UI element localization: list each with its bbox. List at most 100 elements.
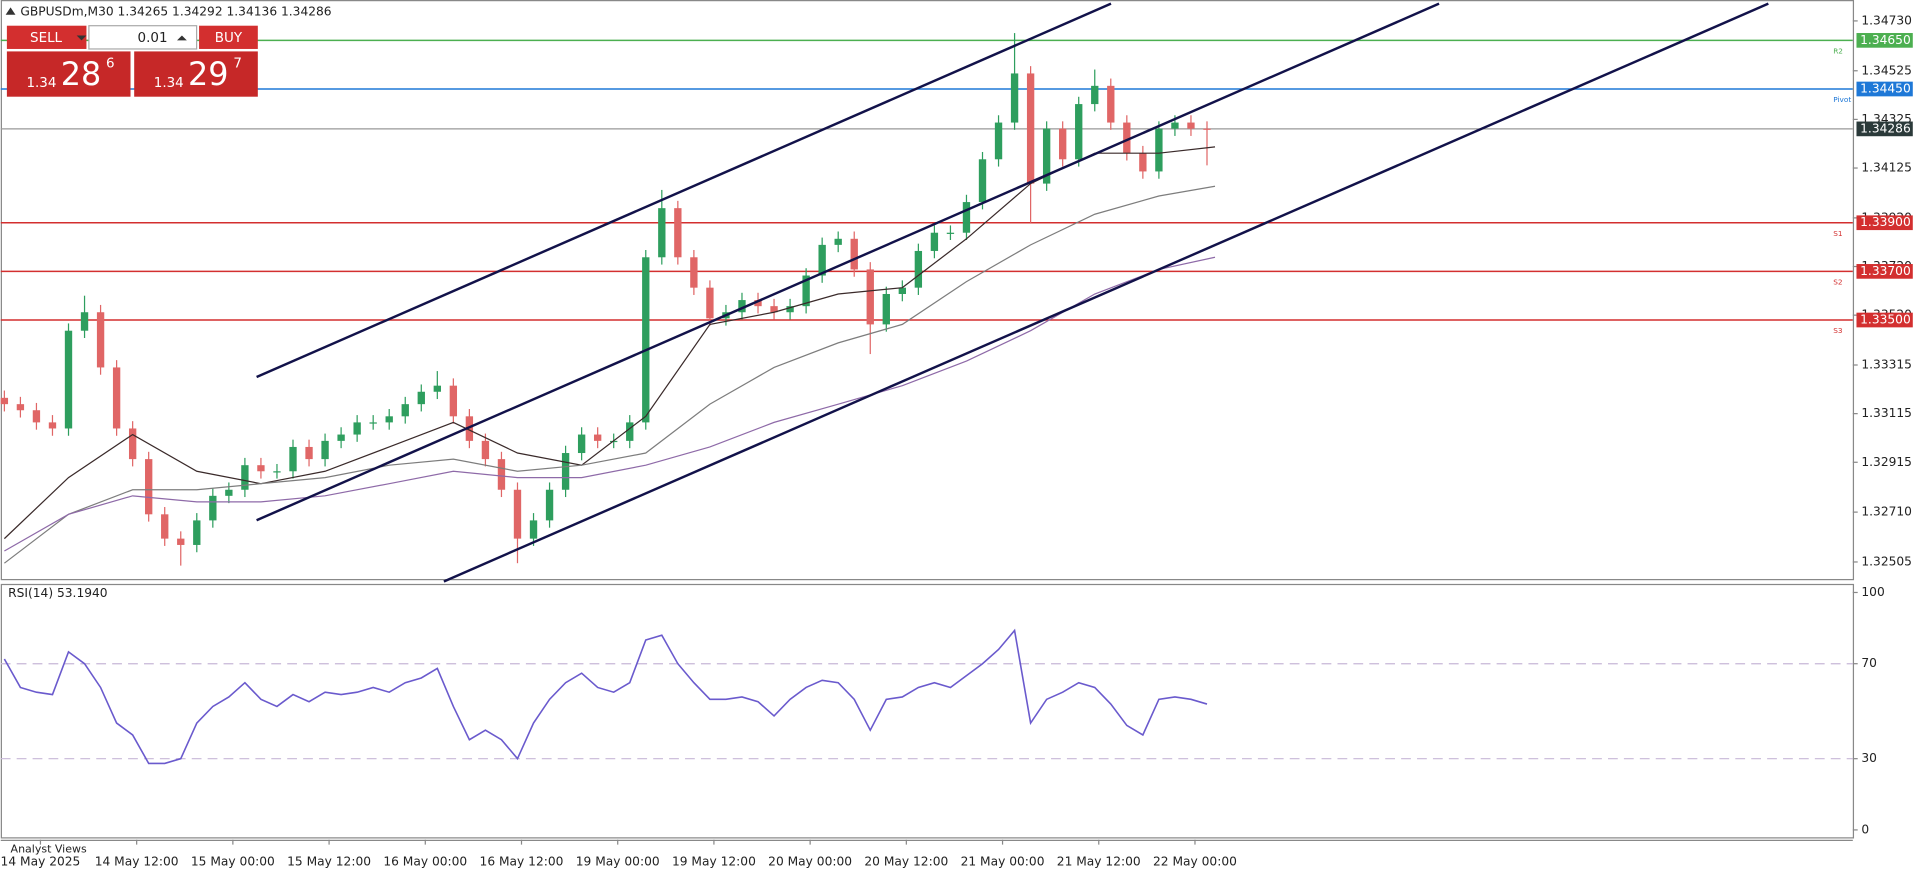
volume: 0.01 bbox=[138, 31, 168, 46]
level-label: 1.33700 bbox=[1860, 264, 1911, 278]
candle-body bbox=[577, 434, 586, 454]
candle-body bbox=[145, 459, 153, 515]
x-tick-label: 19 May 12:00 bbox=[672, 854, 756, 868]
candle-body bbox=[1059, 128, 1067, 160]
candle-body bbox=[497, 459, 506, 490]
level-name: R2 bbox=[1833, 46, 1843, 55]
candle-body bbox=[1139, 153, 1147, 172]
candle-body bbox=[1091, 85, 1099, 105]
candle-body bbox=[513, 489, 522, 539]
ask-prefix: 1.34 bbox=[154, 76, 184, 91]
rsi-tick-label: 70 bbox=[1861, 656, 1877, 670]
level-box bbox=[1856, 215, 1913, 231]
y-tick-label: 1.34525 bbox=[1861, 63, 1912, 77]
sell-label: SELL bbox=[30, 31, 63, 46]
candle-body bbox=[1010, 73, 1019, 123]
candle-body bbox=[818, 244, 826, 276]
candle-body bbox=[32, 410, 41, 423]
sell-button[interactable] bbox=[6, 25, 87, 49]
candle-body bbox=[177, 538, 185, 545]
trade-panel: SELL 0.01 BUY 1.34 28 6 1.34 29 7 bbox=[6, 25, 258, 97]
candle-body bbox=[561, 453, 570, 490]
volume-down[interactable] bbox=[76, 35, 87, 41]
moving-average bbox=[4, 256, 1216, 552]
candle-body bbox=[1171, 122, 1179, 129]
level-box bbox=[1856, 81, 1913, 97]
channel-line bbox=[443, 2, 1769, 583]
channel-line bbox=[256, 2, 1440, 522]
candle-body bbox=[48, 422, 57, 429]
buy-label: BUY bbox=[215, 31, 243, 46]
x-tick-label: 20 May 12:00 bbox=[864, 854, 948, 868]
footer-tab[interactable]: Analyst Views bbox=[11, 843, 87, 856]
last-price-label: 1.34286 bbox=[1860, 121, 1911, 135]
x-tick-label: 22 May 00:00 bbox=[1153, 854, 1237, 868]
level-box bbox=[1856, 312, 1913, 328]
candle-body bbox=[209, 495, 217, 521]
x-tick-label: 21 May 12:00 bbox=[1057, 854, 1141, 868]
candle-body bbox=[898, 287, 907, 294]
candle-body bbox=[994, 122, 1003, 160]
candle-body bbox=[754, 300, 762, 307]
candle-body bbox=[786, 306, 794, 313]
x-tick-label: 15 May 12:00 bbox=[287, 854, 371, 868]
rsi-tick-label: 0 bbox=[1861, 822, 1869, 836]
x-tick-label: 21 May 00:00 bbox=[961, 854, 1045, 868]
candle-body bbox=[273, 471, 281, 473]
candle-body bbox=[385, 416, 393, 423]
header: GBPUSDm,M30 1.34265 1.34292 1.34136 1.34… bbox=[20, 5, 331, 19]
candle-body bbox=[96, 312, 105, 368]
y-tick-label: 1.32710 bbox=[1861, 505, 1912, 519]
candle-body bbox=[706, 287, 714, 319]
candle-body bbox=[738, 300, 746, 313]
bid-box[interactable] bbox=[6, 51, 131, 97]
candle-body bbox=[1187, 122, 1195, 129]
candle-body bbox=[946, 232, 955, 234]
candle-body bbox=[978, 159, 987, 203]
x-tick-label: 16 May 00:00 bbox=[383, 854, 467, 868]
candle-body bbox=[962, 202, 971, 233]
y-tick-label: 1.33115 bbox=[1861, 406, 1912, 420]
candle-body bbox=[417, 391, 425, 405]
candle-body bbox=[770, 306, 778, 313]
candle-body bbox=[369, 422, 377, 424]
buy-button[interactable] bbox=[199, 25, 258, 49]
ask-box[interactable] bbox=[134, 51, 258, 97]
candle-body bbox=[545, 489, 554, 521]
candle-body bbox=[321, 440, 329, 460]
candle-body bbox=[593, 434, 602, 441]
volume-box[interactable] bbox=[88, 25, 198, 50]
ask-sup: 7 bbox=[233, 57, 242, 72]
rsi-title: RSI(14) 53.1940 bbox=[8, 586, 107, 600]
last-price-box bbox=[1856, 121, 1913, 137]
ask-main: 29 bbox=[188, 55, 228, 93]
candle-body bbox=[1107, 85, 1115, 123]
candle-body bbox=[449, 385, 458, 417]
candle-body bbox=[353, 422, 361, 435]
level-label: 1.33500 bbox=[1860, 313, 1911, 327]
candle-body bbox=[225, 489, 233, 496]
candle-body bbox=[626, 422, 634, 441]
candle-body bbox=[161, 514, 169, 539]
candle-body bbox=[241, 465, 249, 490]
candle-body bbox=[433, 385, 441, 392]
rsi-tick-label: 100 bbox=[1861, 585, 1884, 599]
candle-body bbox=[128, 428, 137, 460]
volume-up[interactable] bbox=[177, 35, 187, 41]
level-name: S3 bbox=[1833, 326, 1843, 335]
candle-body bbox=[112, 367, 121, 429]
y-tick-label: 1.34730 bbox=[1861, 13, 1912, 27]
moving-average bbox=[3, 146, 1216, 540]
main-panel-border bbox=[0, 0, 1855, 581]
candle-body bbox=[658, 208, 666, 258]
y-tick-label: 1.32505 bbox=[1861, 554, 1912, 568]
bid-main: 28 bbox=[61, 55, 101, 93]
rsi-line bbox=[3, 628, 1208, 765]
candle-body bbox=[882, 293, 890, 325]
y-tick-label: 1.33315 bbox=[1861, 358, 1912, 372]
candle-body bbox=[193, 520, 201, 545]
bid-prefix: 1.34 bbox=[26, 76, 56, 91]
collapse-icon[interactable] bbox=[5, 7, 16, 15]
rsi-tick-label: 30 bbox=[1861, 751, 1877, 765]
